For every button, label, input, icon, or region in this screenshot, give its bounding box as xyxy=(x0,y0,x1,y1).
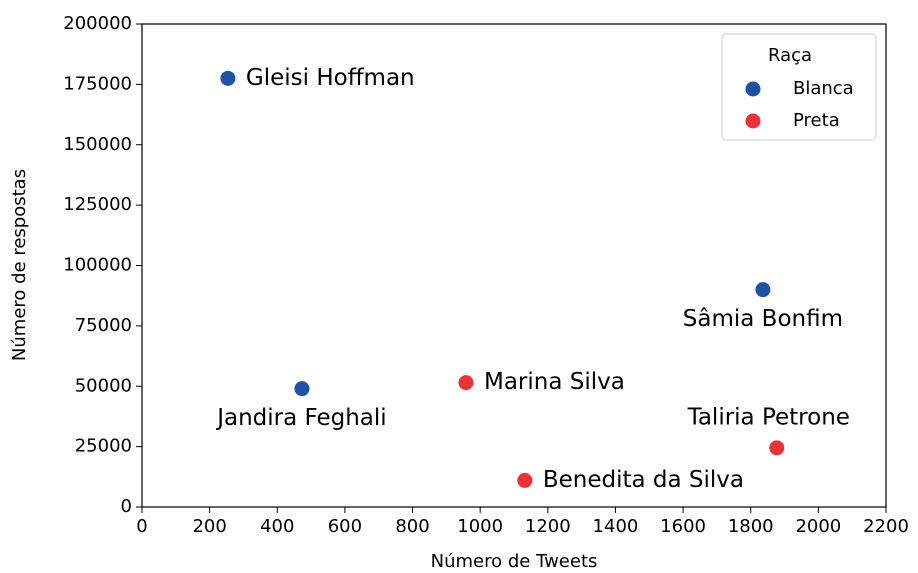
x-tick-label: 1600 xyxy=(660,516,706,537)
legend-box xyxy=(721,33,877,141)
y-tick-label: 25000 xyxy=(75,436,132,457)
y-tick-label: 100000 xyxy=(63,255,132,276)
legend-marker xyxy=(745,81,761,97)
x-tick-label: 200 xyxy=(192,516,226,537)
x-tick-label: 1400 xyxy=(593,516,639,537)
x-tick-label: 0 xyxy=(136,516,147,537)
point-label: Gleisi Hoffman xyxy=(246,65,415,91)
x-tick-label: 2200 xyxy=(863,516,909,537)
y-tick-label: 0 xyxy=(121,496,132,517)
x-tick-label: 400 xyxy=(260,516,294,537)
legend-title: Raça xyxy=(768,45,812,66)
point-label: Jandira Feghali xyxy=(215,405,386,431)
x-tick-label: 2000 xyxy=(795,516,841,537)
x-tick-label: 1000 xyxy=(457,516,503,537)
point xyxy=(458,375,474,391)
y-tick-label: 125000 xyxy=(63,194,132,215)
y-tick-label: 75000 xyxy=(75,315,132,336)
x-tick-label: 1800 xyxy=(728,516,774,537)
point-label: Marina Silva xyxy=(484,369,625,395)
y-tick-label: 175000 xyxy=(63,73,132,94)
y-tick-label: 50000 xyxy=(75,375,132,396)
point xyxy=(294,381,310,397)
point-label: Benedita da Silva xyxy=(543,467,744,493)
x-axis-label: Número de Tweets xyxy=(431,551,598,572)
point-label: Sâmia Bonfim xyxy=(683,306,843,332)
y-tick-label: 150000 xyxy=(63,134,132,155)
legend-label: Preta xyxy=(793,110,840,131)
point-label: Taliria Petrone xyxy=(687,404,850,430)
legend-label: Blanca xyxy=(793,78,854,99)
point xyxy=(517,472,533,488)
x-tick-label: 1200 xyxy=(525,516,571,537)
legend-marker xyxy=(745,113,761,129)
point xyxy=(769,440,785,456)
point xyxy=(220,70,236,86)
point xyxy=(755,282,771,298)
y-axis-label: Número de respostas xyxy=(9,169,30,361)
x-tick-label: 600 xyxy=(328,516,362,537)
y-tick-label: 200000 xyxy=(63,13,132,34)
x-tick-label: 800 xyxy=(395,516,429,537)
